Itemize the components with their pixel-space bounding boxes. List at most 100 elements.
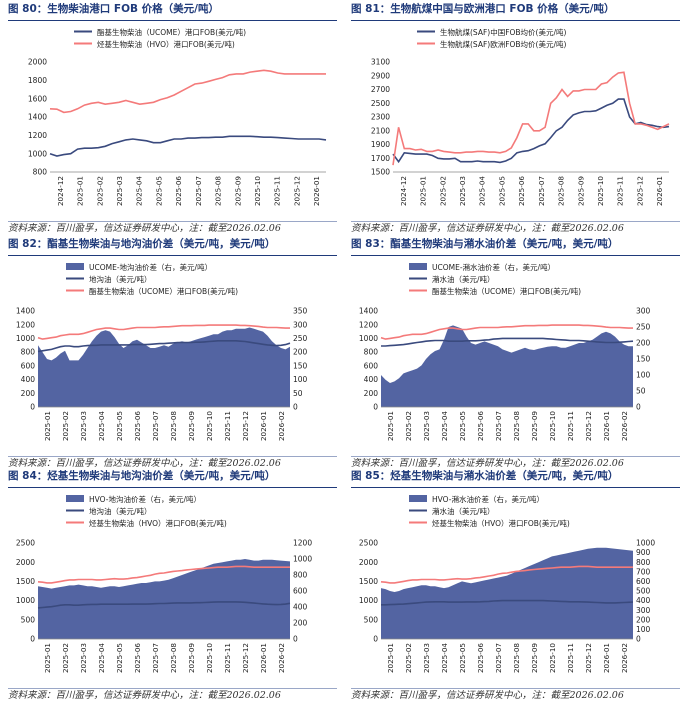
x-tick-label: 2025-03 bbox=[422, 411, 431, 441]
y-tick-label: 2700 bbox=[371, 85, 390, 94]
legend-label: HVO-潲水油价差（右，美元/吨） bbox=[432, 494, 544, 504]
x-tick-label: 2025-12 bbox=[241, 411, 250, 441]
x-tick-label: 2025-09 bbox=[576, 176, 585, 206]
figure-title: 图 82：酯基生物柴油与地沟油价差（美元/吨，美元/吨） bbox=[8, 238, 276, 250]
source-note: 资料来源：百川盈孚，信达证券研发中心，注：截至2026.02.06 bbox=[8, 690, 281, 701]
x-tick-label: 2026-01 bbox=[259, 643, 268, 673]
x-tick-label: 2025-09 bbox=[530, 411, 539, 441]
x-tick-label: 2025-01 bbox=[43, 411, 52, 441]
y2-tick-label: 300 bbox=[636, 606, 651, 615]
y2-tick-label: 800 bbox=[293, 571, 308, 580]
source-note: 资料来源：百川盈孚，信达证券研发中心，注：截至2026.02.06 bbox=[351, 458, 624, 469]
title-rule bbox=[351, 255, 680, 256]
y-tick-label: 1700 bbox=[371, 154, 390, 163]
legend-swatch bbox=[66, 263, 84, 270]
y-tick-label: 1400 bbox=[359, 307, 378, 316]
x-tick-label: 2025-03 bbox=[422, 643, 431, 673]
x-tick-label: 2025-11 bbox=[223, 643, 232, 673]
y-tick-label: 1000 bbox=[28, 149, 47, 158]
y-tick-label: 800 bbox=[21, 348, 36, 357]
y2-tick-label: 0 bbox=[636, 635, 641, 644]
series-line bbox=[381, 599, 634, 606]
legend-swatch bbox=[409, 495, 427, 502]
x-tick-label: 2026-01 bbox=[602, 643, 611, 673]
x-tick-label: 2025-05 bbox=[115, 411, 124, 441]
y-tick-label: 200 bbox=[21, 389, 36, 398]
x-tick-label: 2025-01 bbox=[43, 643, 52, 673]
y-tick-label: 1000 bbox=[16, 334, 35, 343]
series-line bbox=[49, 135, 327, 157]
x-tick-label: 2025-01 bbox=[419, 176, 428, 206]
y-tick-label: 1600 bbox=[28, 94, 47, 103]
x-tick-label: 2025-06 bbox=[133, 643, 142, 673]
y-tick-label: 2000 bbox=[16, 558, 35, 567]
chart-panel-81: 图 81：生物航煤中国与欧洲港口 FOB 价格（美元/吨） 生物航煤(SAF)中… bbox=[343, 0, 686, 235]
y-tick-label: 2300 bbox=[371, 113, 390, 122]
x-tick-label: 2025-08 bbox=[512, 411, 521, 441]
source-note: 资料来源：百川盈孚，信达证券研发中心，注：截至2026.02.06 bbox=[351, 690, 624, 701]
y-tick-label: 0 bbox=[373, 635, 378, 644]
series-area bbox=[38, 327, 290, 407]
x-tick-label: 2025-10 bbox=[596, 176, 605, 206]
y-tick-label: 1000 bbox=[359, 334, 378, 343]
x-tick-label: 2025-12 bbox=[584, 643, 593, 673]
x-tick-label: 2025-02 bbox=[95, 176, 104, 206]
chart-81: 生物航煤(SAF)中国FOB均价(美元/吨) 生物航煤(SAF)欧洲FOB均价(美… bbox=[371, 27, 670, 206]
source-rule bbox=[351, 221, 680, 222]
series-line bbox=[381, 337, 634, 347]
series-line bbox=[392, 71, 670, 166]
source-note: 资料来源：百川盈孚，信达证券研发中心，注：截至2026.02.06 bbox=[8, 223, 281, 234]
y2-tick-label: 150 bbox=[636, 355, 651, 364]
y-tick-label: 1200 bbox=[359, 320, 378, 329]
series-area bbox=[381, 325, 633, 407]
y-tick-label: 600 bbox=[364, 361, 379, 370]
series-area bbox=[38, 559, 290, 639]
y2-tick-label: 400 bbox=[636, 596, 651, 605]
title-rule bbox=[351, 20, 680, 21]
chart-panel-83: 图 83：酯基生物柴油与潲水油价差（美元/吨，美元/吨） UCOME-潲水油价差… bbox=[343, 235, 686, 470]
x-tick-label: 2025-08 bbox=[557, 176, 566, 206]
x-tick-label: 2025-03 bbox=[79, 643, 88, 673]
y2-tick-label: 50 bbox=[293, 389, 303, 398]
y-tick-label: 2500 bbox=[371, 99, 390, 108]
source-rule bbox=[8, 456, 337, 457]
y2-tick-label: 200 bbox=[293, 619, 308, 628]
figure-title: 图 80：生物柴油港口 FOB 价格（美元/吨） bbox=[8, 3, 220, 15]
legend-label: 烃基生物柴油（HVO）港口FOB(美元/吨) bbox=[432, 518, 570, 528]
y-tick-label: 1400 bbox=[28, 113, 47, 122]
y2-tick-label: 700 bbox=[636, 567, 651, 576]
x-tick-label: 2025-06 bbox=[174, 176, 183, 206]
y2-tick-label: 600 bbox=[636, 577, 651, 586]
y2-tick-label: 0 bbox=[636, 403, 641, 412]
y-tick-label: 2000 bbox=[359, 558, 378, 567]
series-line bbox=[37, 340, 291, 353]
y2-tick-label: 300 bbox=[293, 320, 308, 329]
x-tick-label: 2025-07 bbox=[151, 643, 160, 673]
source-rule bbox=[8, 688, 337, 689]
y2-tick-label: 1000 bbox=[636, 539, 655, 548]
y-tick-label: 0 bbox=[30, 403, 35, 412]
x-tick-label: 2025-05 bbox=[497, 176, 506, 206]
y2-tick-label: 200 bbox=[636, 339, 651, 348]
x-tick-label: 2025-09 bbox=[233, 176, 242, 206]
y-tick-label: 1500 bbox=[16, 577, 35, 586]
legend-label: 酯基生物柴油（UCOME）港口FOB(美元/吨) bbox=[432, 286, 581, 296]
series-line bbox=[37, 565, 290, 584]
y-tick-label: 1200 bbox=[16, 320, 35, 329]
x-tick-label: 2025-02 bbox=[61, 411, 70, 441]
x-tick-label: 2026-01 bbox=[259, 411, 268, 441]
x-tick-label: 2025-11 bbox=[566, 643, 575, 673]
title-rule bbox=[8, 20, 337, 21]
y-tick-label: 1200 bbox=[28, 131, 47, 140]
y-tick-label: 2500 bbox=[16, 539, 35, 548]
y2-tick-label: 200 bbox=[636, 615, 651, 624]
y-tick-label: 2500 bbox=[359, 539, 378, 548]
y2-tick-label: 600 bbox=[293, 587, 308, 596]
source-rule bbox=[8, 221, 337, 222]
x-tick-label: 2026-01 bbox=[312, 176, 321, 206]
x-tick-label: 2025-12 bbox=[635, 176, 644, 206]
x-tick-label: 2025-08 bbox=[512, 643, 521, 673]
x-tick-label: 2025-12 bbox=[584, 411, 593, 441]
x-tick-label: 2025-04 bbox=[97, 411, 106, 441]
legend-label: UCOME-潲水油价差（右，美元/吨） bbox=[432, 262, 555, 272]
